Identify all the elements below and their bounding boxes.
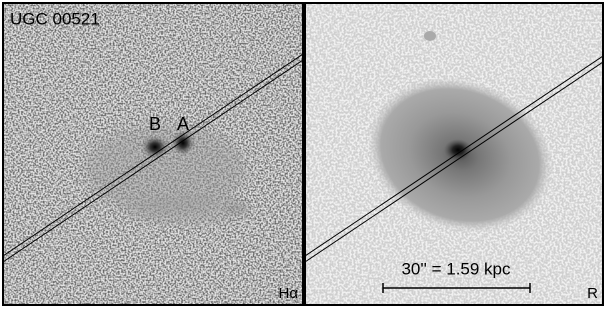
- left-panel: UGC 00521 B A Hα: [3, 3, 303, 305]
- right-panel: 30'' = 1.59 kpc R: [305, 3, 603, 305]
- band-label: R: [587, 285, 598, 302]
- scale-label: 30'' = 1.59 kpc: [401, 259, 511, 278]
- knot-label: B: [149, 114, 161, 134]
- page: UGC 00521 B A Hα 30'' = 1.59 kpc R (() =…: [0, 0, 605, 308]
- knot-label: A: [177, 114, 189, 134]
- figure: UGC 00521 B A Hα 30'' = 1.59 kpc R: [0, 0, 605, 308]
- object-name: UGC 00521: [10, 9, 100, 28]
- band-label: Hα: [278, 285, 298, 302]
